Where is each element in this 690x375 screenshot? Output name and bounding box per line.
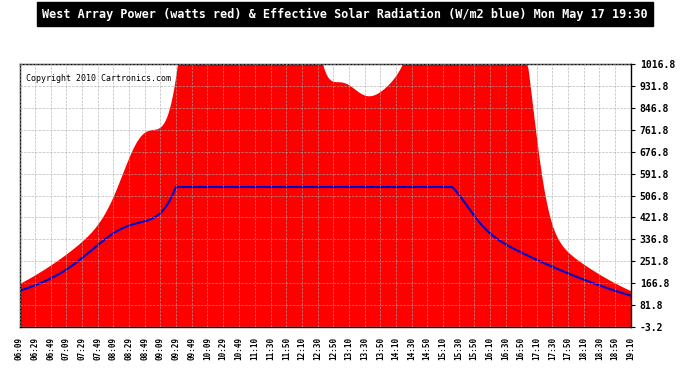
Text: Copyright 2010 Cartronics.com: Copyright 2010 Cartronics.com [26, 75, 170, 84]
Text: West Array Power (watts red) & Effective Solar Radiation (W/m2 blue) Mon May 17 : West Array Power (watts red) & Effective… [42, 8, 648, 21]
